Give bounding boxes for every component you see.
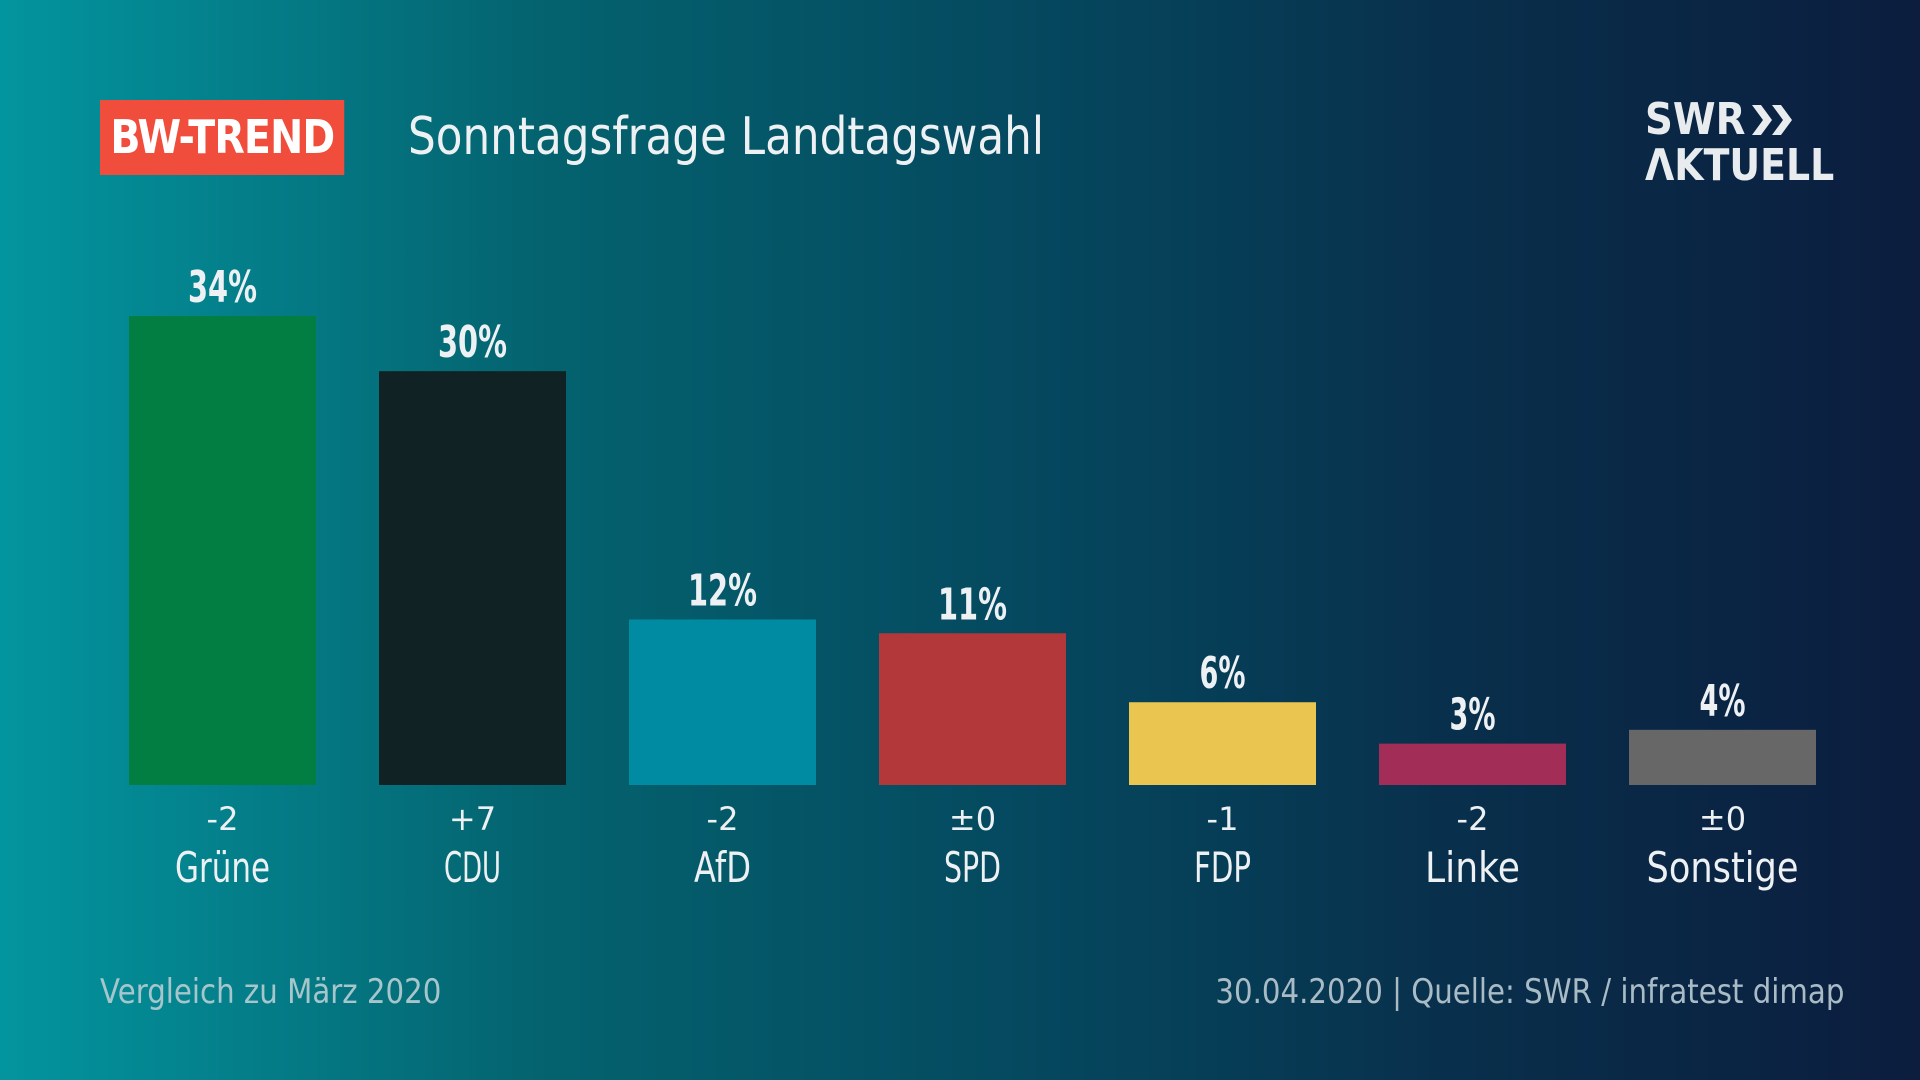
category-label: AfD: [694, 843, 751, 892]
bar-group-5: 3% -2 Linke: [1379, 690, 1566, 892]
category-label: Sonstige: [1647, 843, 1799, 892]
bar: [1129, 702, 1316, 785]
bar-group-0: 34% -2 Grüne: [129, 262, 316, 892]
bar-group-2: 12% -2 AfD: [629, 565, 816, 892]
category-label: FDP: [1194, 843, 1251, 892]
bar-change-label: ±0: [1699, 800, 1746, 838]
bar-change-label: +7: [449, 800, 496, 838]
bar-change-label: -1: [1207, 800, 1239, 838]
bar-value-label: 6%: [1200, 648, 1246, 699]
bar-group-1: 30% +7 CDU: [379, 317, 566, 892]
chart-title: Sonntagsfrage Landtagswahl: [408, 107, 1044, 167]
bar-value-label: 4%: [1700, 676, 1746, 727]
bar: [1629, 729, 1816, 785]
bar-change-label: -2: [707, 800, 739, 838]
bar-value-label: 11%: [938, 579, 1007, 630]
bar-group-4: 6% -1 FDP: [1129, 648, 1316, 892]
category-label: Linke: [1425, 843, 1520, 892]
category-label: Grüne: [175, 843, 270, 892]
bar-value-label: 3%: [1450, 690, 1496, 741]
logo-line-1: SWR: [1645, 94, 1746, 145]
swr-aktuell-logo: SWR ΛKTUELL: [1645, 98, 1850, 190]
bar-value-label: 12%: [688, 565, 757, 616]
bar-group-3: 11% ±0 SPD: [879, 579, 1066, 892]
bar-value-label: 34%: [188, 262, 257, 313]
double-chevron-right-icon: [1752, 105, 1792, 135]
bar-value-label: 30%: [438, 317, 507, 368]
comparison-note: Vergleich zu März 2020: [100, 972, 442, 1012]
bar: [379, 371, 566, 785]
bar-change-label: ±0: [949, 800, 996, 838]
bar: [129, 316, 316, 785]
title-badge: BW-TREND: [100, 100, 345, 175]
bar-change-label: -2: [207, 800, 239, 838]
source-note: 30.04.2020 | Quelle: SWR / infratest dim…: [1215, 972, 1844, 1012]
category-label: CDU: [444, 843, 501, 892]
bar-group-6: 4% ±0 Sonstige: [1629, 676, 1816, 892]
bar: [629, 619, 816, 785]
bar: [879, 633, 1066, 785]
category-label: SPD: [944, 843, 1001, 892]
bar-change-label: -2: [1457, 800, 1489, 838]
bar: [1379, 743, 1566, 785]
logo-line-2: ΛKTUELL: [1645, 140, 1835, 191]
